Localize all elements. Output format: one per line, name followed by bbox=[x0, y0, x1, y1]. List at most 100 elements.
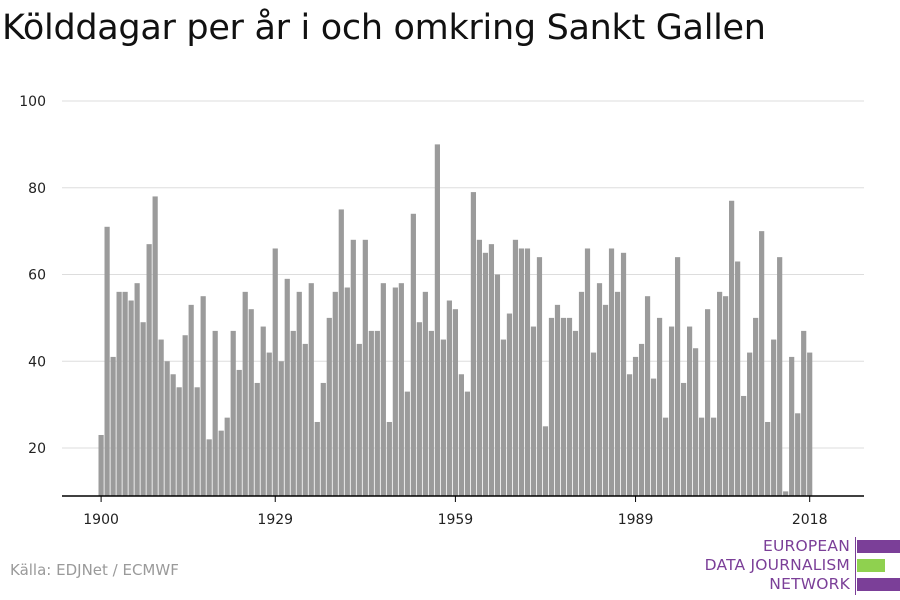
logo-bar-green bbox=[857, 559, 885, 572]
bar-2015 bbox=[789, 356, 795, 496]
bar-1980 bbox=[578, 291, 585, 496]
bar-2017 bbox=[801, 330, 807, 496]
bar-2006 bbox=[735, 261, 741, 496]
bar-1930 bbox=[278, 361, 284, 496]
bar-1950 bbox=[398, 283, 404, 496]
bar-1997 bbox=[680, 382, 687, 496]
bar-1940 bbox=[338, 209, 344, 496]
bar-1973 bbox=[536, 257, 543, 496]
bar-1989 bbox=[632, 356, 639, 496]
bar-1908 bbox=[146, 244, 152, 496]
bar-1992 bbox=[650, 378, 657, 496]
bar-1944 bbox=[362, 239, 368, 497]
bar-1971 bbox=[524, 248, 531, 496]
bar-1994 bbox=[662, 417, 669, 496]
bar-2016 bbox=[795, 413, 801, 496]
bar-2004 bbox=[723, 296, 729, 496]
bar-1906 bbox=[134, 283, 140, 496]
bar-1920 bbox=[218, 430, 224, 496]
bar-1933 bbox=[296, 291, 302, 496]
bar-1942 bbox=[350, 239, 356, 497]
bar-1983 bbox=[596, 283, 603, 496]
bar-1955 bbox=[428, 330, 434, 496]
bar-1962 bbox=[470, 192, 477, 496]
bar-1991 bbox=[644, 296, 651, 496]
bar-1995 bbox=[668, 326, 675, 496]
bar-1926 bbox=[254, 382, 260, 496]
bar-1951 bbox=[404, 391, 410, 496]
bar-1984 bbox=[602, 304, 609, 496]
bar-1976 bbox=[554, 304, 561, 496]
bar-1901 bbox=[104, 226, 110, 497]
x-tick-label: 1900 bbox=[83, 512, 119, 528]
x-tick-label: 1959 bbox=[438, 512, 474, 528]
bar-1907 bbox=[140, 322, 146, 496]
bar-1923 bbox=[236, 369, 242, 496]
bar-1972 bbox=[530, 326, 537, 496]
bar-2014 bbox=[783, 491, 789, 496]
bar-1978 bbox=[566, 317, 573, 497]
bar-1932 bbox=[290, 330, 296, 496]
bar-1956 bbox=[434, 144, 440, 497]
logo-bar-purple-bottom bbox=[857, 578, 900, 591]
bar-1934 bbox=[302, 343, 308, 496]
bar-1945 bbox=[368, 330, 374, 496]
bar-1993 bbox=[656, 317, 663, 497]
bar-1999 bbox=[693, 348, 699, 496]
bar-1921 bbox=[224, 417, 230, 496]
bar-1969 bbox=[512, 239, 519, 497]
bar-1981 bbox=[584, 248, 591, 496]
bar-1905 bbox=[128, 300, 134, 496]
bar-2008 bbox=[747, 352, 753, 496]
bar-1913 bbox=[176, 387, 182, 496]
bar-1979 bbox=[572, 330, 579, 496]
bar-1919 bbox=[212, 330, 218, 496]
bar-1985 bbox=[608, 248, 615, 496]
bar-1943 bbox=[356, 343, 362, 496]
bar-1935 bbox=[308, 283, 314, 496]
bar-1937 bbox=[320, 382, 326, 496]
bar-2003 bbox=[717, 291, 723, 496]
bar-1987 bbox=[620, 252, 627, 496]
bar-1975 bbox=[548, 317, 555, 497]
bar-1922 bbox=[230, 330, 236, 496]
bar-1965 bbox=[488, 244, 495, 496]
source-note: Källa: EDJNet / ECMWF bbox=[10, 561, 179, 579]
x-tick-label: 1929 bbox=[257, 512, 293, 528]
y-tick-label: 80 bbox=[28, 181, 46, 197]
bar-2002 bbox=[711, 417, 717, 496]
bar-1903 bbox=[116, 291, 122, 496]
bar-1939 bbox=[332, 291, 338, 496]
bar-2018 bbox=[807, 352, 813, 496]
y-tick-label: 40 bbox=[28, 354, 46, 370]
bar-1949 bbox=[392, 287, 398, 496]
bar-1958 bbox=[446, 300, 452, 496]
logo-divider bbox=[855, 537, 856, 595]
bar-1917 bbox=[200, 296, 206, 496]
x-tick-label: 1989 bbox=[618, 512, 654, 528]
bar-1918 bbox=[206, 439, 212, 496]
bar-1977 bbox=[560, 317, 567, 497]
logo-line-1: EUROPEAN bbox=[762, 537, 850, 555]
logo-line-2: DATA JOURNALISM bbox=[704, 556, 850, 574]
bar-1982 bbox=[590, 352, 597, 496]
bar-1990 bbox=[638, 343, 645, 496]
bar-1931 bbox=[284, 278, 290, 496]
bar-1904 bbox=[122, 291, 128, 496]
y-tick-label: 20 bbox=[28, 441, 46, 457]
bar-1911 bbox=[164, 361, 170, 496]
bar-1988 bbox=[626, 374, 633, 496]
bar-1902 bbox=[110, 356, 116, 496]
bar-1938 bbox=[326, 317, 332, 497]
bar-1912 bbox=[170, 374, 176, 496]
bar-2011 bbox=[765, 421, 771, 496]
bar-1925 bbox=[248, 309, 254, 496]
bar-1964 bbox=[482, 252, 489, 496]
bar-1948 bbox=[386, 421, 392, 496]
bar-2005 bbox=[729, 200, 735, 496]
bar-2010 bbox=[759, 231, 765, 497]
bar-1900 bbox=[98, 434, 104, 496]
y-tick-label: 100 bbox=[19, 94, 46, 110]
bar-1959 bbox=[452, 309, 458, 496]
bar-2009 bbox=[753, 317, 759, 497]
